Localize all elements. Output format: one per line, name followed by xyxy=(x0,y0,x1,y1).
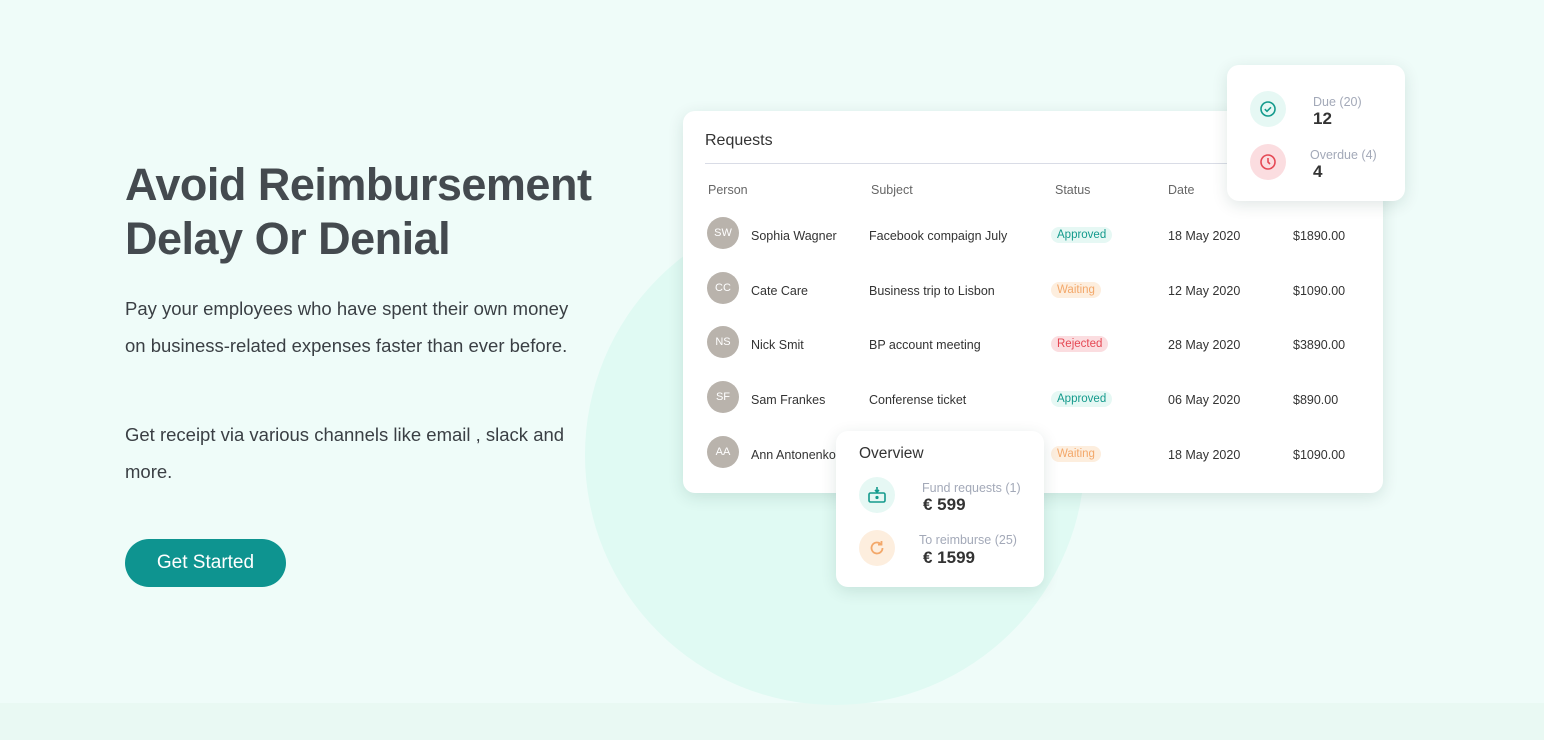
table-row[interactable]: SW Sophia Wagner Facebook compaign July … xyxy=(683,217,1383,257)
overview-title: Overview xyxy=(859,445,924,462)
divider xyxy=(705,163,1361,164)
table-row[interactable]: AA Ann Antonenko Waiting 18 May 2020 $10… xyxy=(683,435,1383,476)
fund-requests-label: Fund requests (1) xyxy=(922,481,1021,495)
avatar: CC xyxy=(707,271,739,304)
money-download-icon xyxy=(859,477,895,513)
column-header: Status xyxy=(1055,183,1091,197)
date: 18 May 2020 xyxy=(1168,447,1241,462)
date: 06 May 2020 xyxy=(1168,393,1241,408)
amount: $3890.00 xyxy=(1293,338,1346,353)
avatar: NS xyxy=(707,326,739,359)
overdue-value: 4 xyxy=(1313,162,1323,181)
avatar: SW xyxy=(707,217,739,249)
date: 28 May 2020 xyxy=(1168,338,1241,353)
due-label: Due (20) xyxy=(1313,95,1362,109)
to-reimburse-label: To reimburse (25) xyxy=(919,533,1017,547)
person-name: Ann Antonenko xyxy=(751,447,836,462)
clock-icon xyxy=(1250,144,1286,180)
amount: $1090.00 xyxy=(1293,447,1346,462)
table-row[interactable]: SF Sam Frankes Conferense ticket Approve… xyxy=(683,381,1383,421)
subject: Conferense ticket xyxy=(869,393,967,408)
subject: Facebook compaign July xyxy=(869,229,1008,243)
avatar: AA xyxy=(707,435,739,468)
refresh-icon xyxy=(859,530,895,566)
table-row[interactable]: CC Cate Care Business trip to Lisbon Wai… xyxy=(683,271,1383,312)
avatar: SF xyxy=(707,381,739,414)
person-name: Sam Frankes xyxy=(751,393,826,408)
hero-title: Avoid Reimbursement Delay Or Denial xyxy=(125,159,592,264)
hero-paragraph: Pay your employees who have spent their … xyxy=(125,298,569,356)
due-card: Due (20) 12 Overdue (4) 4 xyxy=(1227,65,1405,201)
column-header: Person xyxy=(708,183,748,197)
person-name: Nick Smit xyxy=(751,338,804,353)
date: 18 May 2020 xyxy=(1168,229,1241,243)
fund-requests-value: € 599 xyxy=(923,495,966,514)
bottom-band xyxy=(0,703,1544,740)
subject: BP account meeting xyxy=(869,338,981,353)
subject: Business trip to Lisbon xyxy=(869,283,995,298)
status-badge: Rejected xyxy=(1051,336,1109,353)
amount: $1890.00 xyxy=(1293,229,1346,243)
person-name: Cate Care xyxy=(751,283,808,298)
person-name: Sophia Wagner xyxy=(751,229,837,243)
status-badge: Waiting xyxy=(1051,445,1101,462)
get-started-button[interactable]: Get Started xyxy=(125,539,286,587)
column-header: Date xyxy=(1168,183,1195,197)
hero-paragraph-2: Get receipt via various channels like em… xyxy=(125,424,565,482)
overdue-label: Overdue (4) xyxy=(1310,148,1377,162)
amount: $890.00 xyxy=(1293,393,1339,408)
overview-card: Overview Fund requests (1) € 599 To reim… xyxy=(836,431,1044,587)
date: 12 May 2020 xyxy=(1168,283,1241,298)
amount: $1090.00 xyxy=(1293,283,1346,298)
check-circle-icon xyxy=(1250,91,1286,127)
due-value: 12 xyxy=(1313,109,1332,128)
to-reimburse-value: € 1599 xyxy=(923,548,975,567)
status-badge: Approved xyxy=(1051,227,1113,243)
status-badge: Approved xyxy=(1051,391,1113,408)
table-row[interactable]: NS Nick Smit BP account meeting Rejected… xyxy=(683,326,1383,366)
requests-title: Requests xyxy=(705,132,773,149)
status-badge: Waiting xyxy=(1051,281,1101,298)
column-header: Subject xyxy=(871,183,913,197)
